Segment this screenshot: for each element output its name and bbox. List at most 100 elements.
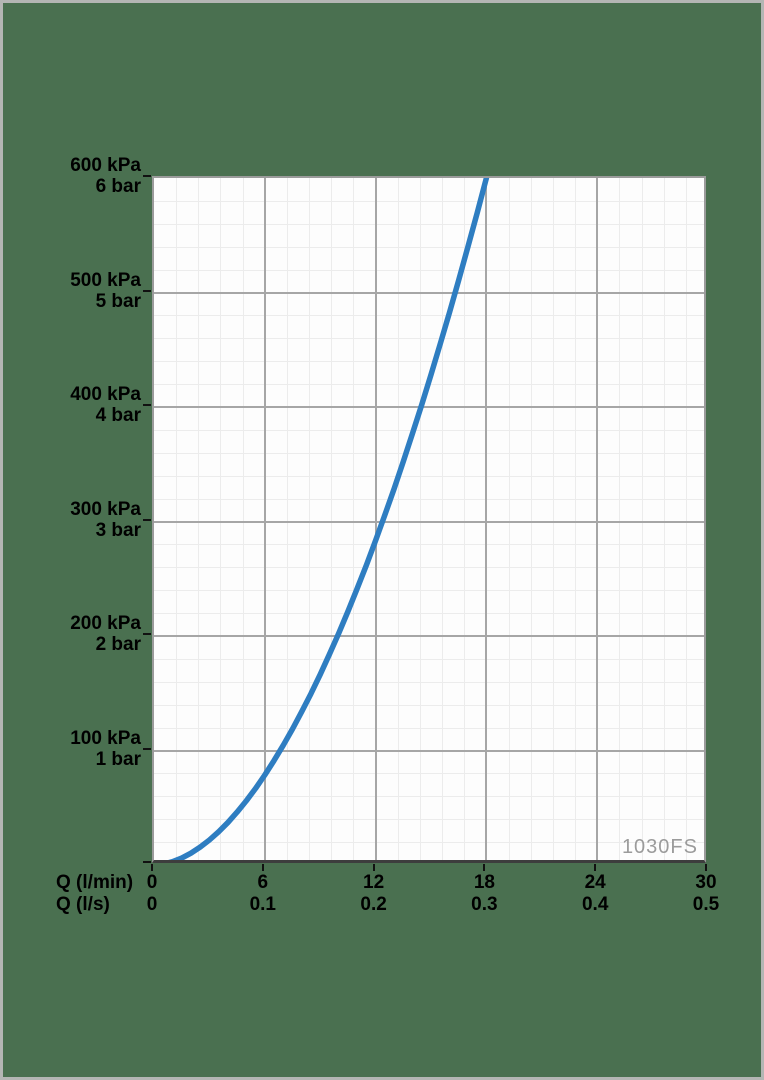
y-tick-mark bbox=[143, 518, 151, 521]
gridline-y-minor bbox=[154, 338, 704, 340]
gridline-y-minor bbox=[154, 315, 704, 317]
gridline-x-minor bbox=[309, 178, 311, 860]
x-tick-mark bbox=[483, 864, 486, 871]
gridline-y-major bbox=[154, 635, 704, 637]
pressure-drop-curve bbox=[168, 178, 490, 860]
model-watermark: 1030FS bbox=[621, 836, 698, 858]
gridline-x-major bbox=[263, 178, 266, 860]
x-tick-mark bbox=[705, 864, 707, 871]
gridline-x-minor bbox=[464, 178, 466, 860]
y-tick-label-bar: 1 bar bbox=[95, 748, 141, 770]
y-tick-label-kpa: 500 kPa bbox=[70, 269, 141, 291]
x-axis-unit-lmin: Q (l/min) bbox=[56, 872, 134, 893]
gridline-y-minor bbox=[154, 544, 704, 546]
x-tick-mark bbox=[261, 864, 264, 871]
y-tick-label: 500 kPa 5 bar bbox=[31, 270, 141, 312]
y-tick-label: 300 kPa 3 bar bbox=[31, 499, 141, 541]
y-tick-label-bar: 4 bar bbox=[95, 405, 141, 426]
x-tick-label-lmin: 30 bbox=[695, 872, 717, 893]
x-tick-label-ls: 0.2 bbox=[360, 894, 387, 915]
gridline-x-minor bbox=[198, 178, 200, 860]
curve-path bbox=[168, 178, 490, 860]
x-tick-label-lmin: 6 bbox=[257, 872, 269, 893]
gridline-y-major bbox=[154, 291, 704, 294]
gridline-y-minor bbox=[154, 200, 704, 202]
y-tick-label-bar: 2 bar bbox=[95, 634, 141, 655]
gridline-y-minor bbox=[154, 246, 704, 248]
gridline-x-minor bbox=[552, 178, 554, 860]
gridline-y-minor bbox=[154, 429, 704, 431]
x-tick-label-ls: 0 bbox=[146, 894, 158, 915]
gridline-x-major bbox=[485, 178, 488, 860]
gridline-y-major bbox=[154, 520, 704, 523]
y-tick-label-bar: 5 bar bbox=[95, 290, 141, 312]
y-tick-mark bbox=[143, 175, 151, 177]
gridline-y-minor bbox=[154, 223, 704, 225]
y-tick-label: 200 kPa 2 bar bbox=[31, 613, 141, 655]
gridline-x-minor bbox=[220, 178, 222, 860]
gridline-y-minor bbox=[154, 681, 704, 683]
x-tick-mark bbox=[151, 864, 153, 871]
gridline-y-minor bbox=[154, 613, 704, 615]
x-tick-mark bbox=[372, 864, 375, 871]
x-tick-label-ls: 0.5 bbox=[692, 894, 720, 915]
y-tick-label: 600 kPa 6 bar bbox=[31, 155, 141, 197]
y-tick-label-kpa: 100 kPa bbox=[70, 727, 141, 749]
x-tick-label-ls: 0.3 bbox=[471, 894, 498, 915]
gridline-x-major bbox=[596, 178, 599, 860]
gridline-y-minor bbox=[154, 819, 704, 821]
x-tick-label-lmin: 24 bbox=[584, 872, 606, 893]
gridline-y-minor bbox=[154, 796, 704, 798]
gridline-y-minor bbox=[154, 498, 704, 500]
gridline-y-minor bbox=[154, 842, 704, 844]
gridline-y-minor bbox=[154, 452, 704, 454]
gridline-y-minor bbox=[154, 567, 704, 569]
gridline-y-minor bbox=[154, 658, 704, 660]
x-tick-label-ls: 0.1 bbox=[249, 894, 276, 915]
gridline-x-minor bbox=[286, 178, 288, 860]
gridline-x-minor bbox=[508, 178, 510, 860]
gridline-x-minor bbox=[176, 178, 178, 860]
gridline-x-major bbox=[374, 178, 377, 860]
x-tick-label-lmin: 12 bbox=[363, 872, 385, 893]
y-tick-mark bbox=[143, 404, 151, 406]
y-tick-mark bbox=[143, 861, 151, 863]
y-tick-label: 400 kPa 4 bar bbox=[31, 384, 141, 426]
gridline-x-minor bbox=[530, 178, 532, 860]
gridline-y-major bbox=[154, 749, 704, 752]
y-tick-mark bbox=[143, 747, 151, 750]
gridline-y-minor bbox=[154, 269, 704, 271]
gridline-x-minor bbox=[397, 178, 399, 860]
gridline-y-minor bbox=[154, 475, 704, 477]
gridline-x-minor bbox=[331, 178, 333, 860]
gridline-x-minor bbox=[619, 178, 621, 860]
y-tick-mark bbox=[143, 289, 151, 292]
gridline-x-minor bbox=[685, 178, 687, 860]
x-tick-label-lmin: 18 bbox=[473, 872, 495, 893]
gridline-x-minor bbox=[663, 178, 665, 860]
gridline-x-minor bbox=[641, 178, 643, 860]
plot-area: 1030FS bbox=[152, 176, 706, 863]
gridline-y-major bbox=[154, 406, 704, 408]
gridline-y-minor bbox=[154, 704, 704, 706]
x-axis-unit-ls: Q (l/s) bbox=[56, 894, 110, 915]
y-tick-label-kpa: 600 kPa bbox=[70, 155, 141, 176]
y-tick-label-bar: 3 bar bbox=[95, 519, 141, 541]
x-tick-label-ls: 0.4 bbox=[581, 894, 609, 915]
y-tick-mark bbox=[143, 633, 151, 635]
gridline-y-minor bbox=[154, 727, 704, 729]
gridline-x-minor bbox=[419, 178, 421, 860]
y-tick-label-kpa: 200 kPa bbox=[70, 613, 141, 634]
gridline-x-minor bbox=[353, 178, 355, 860]
x-tick-mark bbox=[594, 864, 597, 871]
gridline-y-minor bbox=[154, 773, 704, 775]
x-tick-label-lmin: 0 bbox=[146, 872, 158, 893]
y-tick-label: 100 kPa 1 bar bbox=[31, 728, 141, 770]
y-tick-label-bar: 6 bar bbox=[95, 176, 141, 197]
gridline-y-minor bbox=[154, 590, 704, 592]
gridline-x-minor bbox=[442, 178, 444, 860]
gridline-x-minor bbox=[575, 178, 577, 860]
gridline-y-minor bbox=[154, 361, 704, 363]
y-tick-label-kpa: 300 kPa bbox=[70, 498, 141, 520]
